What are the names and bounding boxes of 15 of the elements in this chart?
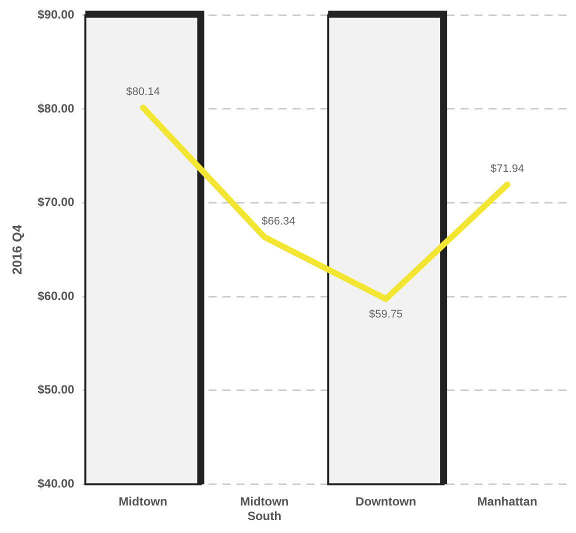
x-tick-label: Manhattan bbox=[477, 494, 538, 509]
x-tick-label: Midtown bbox=[118, 494, 168, 509]
data-label: $71.94 bbox=[490, 163, 524, 176]
y-tick-label: $60.00 bbox=[38, 288, 75, 303]
data-label: $66.34 bbox=[262, 216, 296, 228]
data-label: $59.75 bbox=[369, 308, 403, 320]
y-tick-label: $90.00 bbox=[38, 8, 75, 22]
y-tick-label: $40.00 bbox=[38, 476, 75, 491]
y-tick-label: $70.00 bbox=[38, 195, 75, 210]
y-tick-label: $80.00 bbox=[38, 101, 75, 116]
y-axis-title: 2016 Q4 bbox=[9, 224, 24, 275]
x-tick-label: Midtown South bbox=[240, 494, 289, 524]
data-label: $80.14 bbox=[126, 86, 160, 98]
y-tick-label: $50.00 bbox=[38, 382, 75, 397]
x-tick-label: Downtown bbox=[356, 494, 416, 509]
